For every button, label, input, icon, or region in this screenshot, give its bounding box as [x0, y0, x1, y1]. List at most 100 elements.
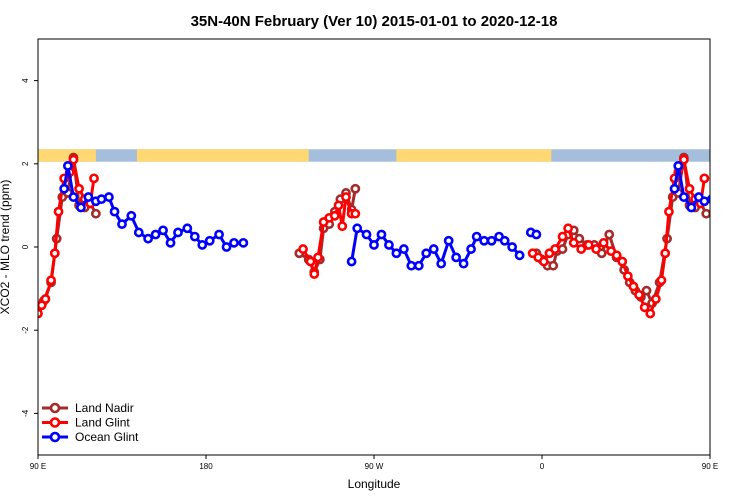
data-point	[313, 252, 323, 263]
data-point	[376, 229, 387, 240]
x-tick-label: 90 E	[702, 462, 718, 471]
data-point	[49, 248, 60, 259]
legend-marker	[49, 402, 61, 414]
legend-item: Land Glint	[42, 416, 130, 430]
data-point	[458, 258, 469, 269]
data-point	[298, 244, 308, 254]
data-point	[531, 229, 542, 240]
data-point	[507, 242, 518, 252]
data-point	[309, 269, 320, 279]
data-point	[189, 231, 200, 242]
data-point	[369, 240, 379, 250]
data-point	[639, 302, 650, 313]
data-point	[714, 193, 721, 200]
land-band-segment	[136, 149, 309, 162]
x-axis: 90 E 180 90 W 0 90 E	[30, 455, 718, 471]
data-point	[133, 227, 144, 238]
data-point	[538, 256, 549, 267]
data-point	[622, 271, 633, 282]
data-point	[466, 244, 476, 254]
data-point	[499, 235, 510, 246]
data-point	[645, 308, 656, 319]
data-point	[604, 229, 615, 240]
data-point	[634, 289, 644, 300]
data-point	[443, 235, 454, 246]
data-point	[660, 248, 671, 259]
data-point	[650, 294, 661, 304]
data-point	[451, 252, 462, 263]
data-point	[706, 194, 710, 204]
data-point	[744, 229, 750, 236]
data-point	[109, 206, 120, 217]
data-point	[617, 256, 628, 267]
data-point	[384, 240, 394, 250]
data-point	[62, 160, 73, 171]
data-point	[656, 275, 667, 286]
data-point	[669, 183, 680, 194]
y-tick-label: -2	[21, 326, 30, 334]
data-point	[68, 192, 79, 202]
data-point	[611, 250, 622, 261]
data-point	[628, 281, 639, 292]
data-point	[182, 223, 193, 234]
data-point	[350, 183, 361, 194]
land-band-segment	[38, 149, 96, 162]
data-point	[576, 244, 587, 254]
data-point	[428, 244, 439, 254]
data-point	[76, 202, 86, 213]
y-axis: -4 -2 0 2 4	[21, 78, 38, 417]
data-point	[406, 260, 417, 271]
land-ocean-band	[38, 149, 710, 162]
data-point	[436, 258, 447, 269]
data-point	[96, 194, 107, 205]
data-point	[346, 256, 357, 267]
x-axis-label: Longitude	[348, 477, 401, 491]
data-point	[59, 183, 70, 194]
data-point	[673, 160, 684, 171]
data-point	[678, 154, 689, 165]
legend-label: Land Glint	[75, 416, 130, 430]
y-tick-label: 0	[21, 244, 30, 249]
data-point	[197, 240, 208, 250]
data-point	[221, 242, 232, 252]
data-point	[117, 219, 127, 230]
data-point	[126, 210, 137, 221]
data-point	[305, 256, 316, 267]
data-point	[557, 231, 568, 242]
data-point	[214, 229, 224, 240]
data-point	[333, 200, 344, 211]
x-tick-label: 90 E	[30, 462, 46, 471]
x-tick-label: 90 W	[365, 462, 384, 471]
data-point	[46, 275, 56, 286]
data-point	[329, 210, 340, 221]
data-point	[398, 244, 409, 254]
data-point	[238, 237, 249, 248]
data-point	[699, 173, 710, 184]
data-point	[684, 183, 695, 194]
data-point	[53, 206, 64, 217]
data-point	[83, 192, 94, 202]
data-point	[548, 260, 559, 271]
x-tick-label: 0	[540, 462, 545, 471]
data-point	[563, 223, 574, 234]
data-point	[557, 244, 568, 254]
data-point	[678, 192, 689, 202]
data-point	[471, 231, 482, 242]
legend-item: Land Nadir	[42, 401, 134, 415]
data-point	[361, 229, 372, 240]
y-tick-label: 4	[21, 78, 30, 83]
y-axis-label: XCO2 - MLO trend (ppm)	[0, 180, 12, 315]
data-point	[337, 221, 348, 232]
legend-label: Ocean Glint	[75, 430, 139, 444]
data-point	[591, 244, 602, 254]
data-point	[721, 208, 728, 215]
data-point	[729, 221, 736, 228]
data-point	[699, 196, 710, 207]
data-point	[40, 294, 51, 304]
data-point	[74, 183, 84, 194]
series-line	[38, 158, 87, 315]
data-point	[165, 237, 176, 248]
data-point	[90, 208, 101, 219]
